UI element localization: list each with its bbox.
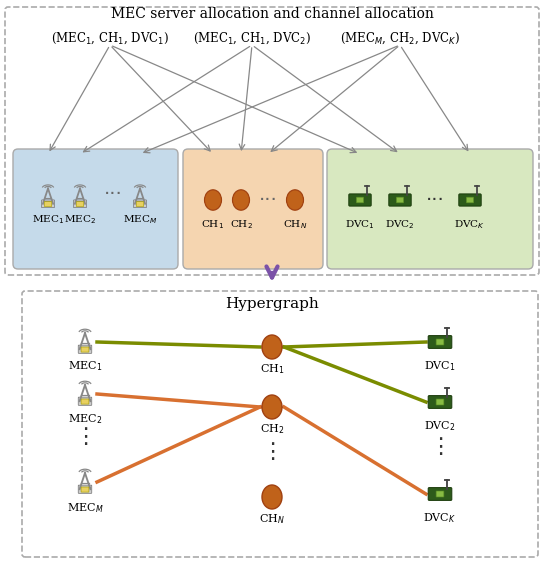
Text: MEC$_1$: MEC$_1$	[68, 359, 102, 373]
Ellipse shape	[262, 335, 282, 359]
FancyBboxPatch shape	[81, 399, 89, 404]
FancyBboxPatch shape	[22, 291, 538, 557]
Text: DVC$_2$: DVC$_2$	[385, 219, 415, 232]
Text: CH$_N$: CH$_N$	[283, 219, 307, 232]
Text: (MEC$_1$, CH$_1$, DVC$_2$): (MEC$_1$, CH$_1$, DVC$_2$)	[193, 30, 311, 46]
FancyBboxPatch shape	[13, 149, 178, 269]
Ellipse shape	[262, 395, 282, 419]
FancyBboxPatch shape	[389, 194, 411, 206]
Text: DVC$_K$: DVC$_K$	[454, 219, 486, 232]
Text: MEC$_2$: MEC$_2$	[64, 214, 96, 226]
FancyBboxPatch shape	[428, 396, 452, 409]
Ellipse shape	[232, 190, 250, 210]
Text: ···: ···	[425, 191, 444, 210]
Text: DVC$_1$: DVC$_1$	[345, 219, 375, 232]
FancyBboxPatch shape	[183, 149, 323, 269]
FancyBboxPatch shape	[73, 200, 86, 208]
FancyBboxPatch shape	[5, 7, 539, 275]
Text: MEC$_M$: MEC$_M$	[123, 214, 157, 226]
Text: MEC$_1$: MEC$_1$	[32, 214, 64, 226]
Ellipse shape	[205, 190, 221, 210]
FancyBboxPatch shape	[78, 485, 92, 493]
FancyBboxPatch shape	[327, 149, 533, 269]
FancyBboxPatch shape	[436, 399, 444, 405]
Text: MEC server allocation and channel allocation: MEC server allocation and channel alloca…	[110, 7, 434, 21]
FancyBboxPatch shape	[76, 202, 84, 206]
Text: ···: ···	[103, 185, 122, 205]
FancyBboxPatch shape	[81, 487, 89, 492]
Text: Hypergraph: Hypergraph	[225, 297, 319, 311]
FancyBboxPatch shape	[81, 347, 89, 352]
Text: MEC$_2$: MEC$_2$	[68, 412, 102, 426]
FancyBboxPatch shape	[436, 491, 444, 497]
Ellipse shape	[287, 190, 304, 210]
FancyBboxPatch shape	[44, 202, 52, 206]
Text: (MEC$_M$, CH$_2$, DVC$_K$): (MEC$_M$, CH$_2$, DVC$_K$)	[340, 30, 460, 46]
Text: CH$_1$: CH$_1$	[201, 219, 225, 232]
Text: CH$_N$: CH$_N$	[259, 512, 285, 526]
Text: MEC$_M$: MEC$_M$	[67, 501, 103, 515]
FancyBboxPatch shape	[356, 197, 364, 203]
FancyBboxPatch shape	[396, 197, 404, 203]
FancyBboxPatch shape	[78, 397, 92, 405]
FancyBboxPatch shape	[349, 194, 371, 206]
FancyBboxPatch shape	[41, 200, 54, 208]
FancyBboxPatch shape	[133, 200, 146, 208]
Text: DVC$_2$: DVC$_2$	[424, 419, 456, 433]
FancyBboxPatch shape	[428, 336, 452, 348]
FancyBboxPatch shape	[436, 339, 444, 345]
Text: CH$_2$: CH$_2$	[260, 422, 284, 436]
Text: ⋮: ⋮	[429, 437, 451, 457]
Text: (MEC$_1$, CH$_1$, DVC$_1$): (MEC$_1$, CH$_1$, DVC$_1$)	[51, 30, 169, 46]
Text: DVC$_K$: DVC$_K$	[423, 511, 456, 525]
FancyBboxPatch shape	[137, 202, 144, 206]
Text: CH$_2$: CH$_2$	[230, 219, 252, 232]
FancyBboxPatch shape	[459, 194, 481, 206]
Text: CH$_1$: CH$_1$	[259, 362, 285, 376]
FancyBboxPatch shape	[466, 197, 474, 203]
Ellipse shape	[262, 485, 282, 509]
Text: ⋮: ⋮	[74, 427, 96, 447]
Text: ···: ···	[258, 191, 277, 210]
FancyBboxPatch shape	[78, 345, 92, 353]
FancyBboxPatch shape	[428, 488, 452, 500]
Text: DVC$_1$: DVC$_1$	[424, 359, 456, 373]
Text: ⋮: ⋮	[261, 442, 283, 462]
